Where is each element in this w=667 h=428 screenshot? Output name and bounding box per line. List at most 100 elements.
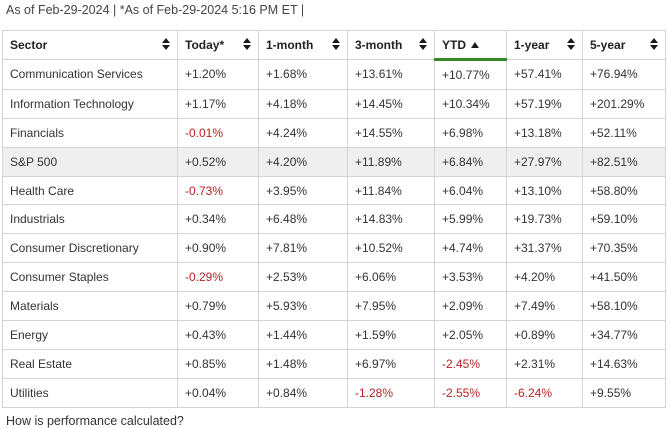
table-row: Industrials +0.34% +6.48% +14.83% +5.99% +19.… — [2, 204, 666, 235]
column-header-sector[interactable]: Sector — [2, 30, 178, 60]
cell-1-month: +1.48% — [258, 348, 348, 379]
column-header-label: YTD — [442, 37, 466, 52]
cell-ytd: +5.99% — [434, 204, 507, 235]
cell-5-year: +58.80% — [582, 175, 666, 206]
table-row: Utilities +0.04% +0.84% -1.28% -2.55% -6.24% +… — [2, 377, 666, 408]
cell-today: +1.17% — [177, 88, 259, 119]
cell-ytd: +10.34% — [434, 88, 507, 119]
sort-icon — [162, 38, 171, 51]
column-header-label: 1-month — [266, 38, 314, 52]
cell-1-year: +7.49% — [506, 291, 583, 322]
cell-1-year: +0.89% — [506, 320, 583, 350]
cell-5-year: +14.63% — [582, 348, 666, 379]
cell-ytd: +2.05% — [434, 320, 507, 350]
cell-ytd: +6.84% — [434, 146, 507, 177]
cell-5-year: +201.29% — [582, 88, 666, 119]
cell-1-year: +57.41% — [506, 59, 583, 90]
table-body: Communication Services +1.20% +1.68% +13.61… — [2, 59, 666, 408]
cell-3-month: +6.06% — [347, 262, 435, 293]
table-row: S&P 500 +0.52% +4.20% +11.89% +6.84% +27.97% +… — [2, 146, 666, 177]
table-row: Energy +0.43% +1.44% +1.59% +2.05% +0.89% +34.… — [2, 320, 666, 350]
cell-1-month: +4.24% — [258, 117, 348, 148]
cell-5-year: +70.35% — [582, 233, 666, 264]
cell-3-month: +11.89% — [347, 146, 435, 177]
cell-today: -0.29% — [177, 262, 259, 293]
sort-icon — [567, 38, 576, 51]
cell-ytd: +6.98% — [434, 117, 507, 148]
cell-sector: Energy — [2, 320, 178, 350]
cell-1-year: -6.24% — [506, 377, 583, 408]
cell-ytd: +6.04% — [434, 175, 507, 206]
cell-ytd: +4.74% — [434, 233, 507, 264]
cell-5-year: +82.51% — [582, 146, 666, 177]
cell-3-month: +13.61% — [347, 59, 435, 90]
cell-today: +0.90% — [177, 233, 259, 264]
cell-3-month: +1.59% — [347, 320, 435, 350]
cell-1-month: +1.44% — [258, 320, 348, 350]
cell-5-year: +59.10% — [582, 204, 666, 235]
cell-1-month: +2.53% — [258, 262, 348, 293]
cell-ytd: +2.09% — [434, 291, 507, 322]
as-of-timestamp: As of Feb-29-2024 | *As of Feb-29-2024 5… — [6, 3, 305, 17]
column-header-3-month[interactable]: 3-month — [347, 30, 435, 60]
cell-sector: Consumer Staples — [2, 262, 178, 293]
column-header-today[interactable]: Today* — [177, 30, 259, 60]
cell-1-month: +1.68% — [258, 59, 348, 90]
cell-sector: Financials — [2, 117, 178, 148]
cell-1-month: +4.20% — [258, 146, 348, 177]
cell-1-month: +3.95% — [258, 175, 348, 206]
sort-icon — [419, 38, 428, 51]
cell-1-year: +57.19% — [506, 88, 583, 119]
performance-calculation-link[interactable]: How is performance calculated? — [6, 414, 184, 428]
table-row: Information Technology +1.17% +4.18% +14.45… — [2, 88, 666, 119]
cell-1-year: +4.20% — [506, 262, 583, 293]
cell-sector: Materials — [2, 291, 178, 322]
table-row: Consumer Staples -0.29% +2.53% +6.06% +3.53%… — [2, 262, 666, 293]
cell-today: -0.73% — [177, 175, 259, 206]
cell-3-month: +11.84% — [347, 175, 435, 206]
cell-5-year: +9.55% — [582, 377, 666, 408]
cell-sector: Health Care — [2, 175, 178, 206]
cell-today: +0.04% — [177, 377, 259, 408]
cell-1-year: +13.18% — [506, 117, 583, 148]
sector-performance-table-container: Sector Today* 1-month 3-month YTD — [2, 30, 666, 408]
column-header-ytd[interactable]: YTD — [434, 30, 507, 61]
cell-ytd: -2.55% — [434, 377, 507, 408]
cell-1-month: +5.93% — [258, 291, 348, 322]
cell-1-year: +27.97% — [506, 146, 583, 177]
cell-ytd: +10.77% — [434, 59, 507, 90]
cell-today: +0.79% — [177, 291, 259, 322]
cell-1-year: +2.31% — [506, 348, 583, 379]
cell-ytd: -2.45% — [434, 348, 507, 379]
column-header-1-year[interactable]: 1-year — [506, 30, 583, 60]
column-header-label: 1-year — [514, 38, 550, 52]
sort-active-arrow-icon — [471, 41, 479, 48]
cell-today: -0.01% — [177, 117, 259, 148]
cell-5-year: +58.10% — [582, 291, 666, 322]
column-header-5-year[interactable]: 5-year — [582, 30, 666, 60]
table-row: Consumer Discretionary +0.90% +7.81% +10.52… — [2, 233, 666, 264]
cell-sector: Consumer Discretionary — [2, 233, 178, 264]
cell-1-year: +31.37% — [506, 233, 583, 264]
cell-sector: Information Technology — [2, 88, 178, 119]
cell-3-month: +14.55% — [347, 117, 435, 148]
cell-sector: S&P 500 — [2, 146, 178, 177]
column-header-1-month[interactable]: 1-month — [258, 30, 348, 60]
cell-5-year: +76.94% — [582, 59, 666, 90]
column-header-label: Sector — [10, 38, 48, 52]
table-row: Real Estate +0.85% +1.48% +6.97% -2.45% +2.31… — [2, 348, 666, 379]
cell-sector: Real Estate — [2, 348, 178, 379]
table-row: Financials -0.01% +4.24% +14.55% +6.98% +13.1… — [2, 117, 666, 148]
table-row: Communication Services +1.20% +1.68% +13.61… — [2, 59, 666, 90]
cell-sector: Industrials — [2, 204, 178, 235]
table-row: Health Care -0.73% +3.95% +11.84% +6.04% +13.… — [2, 175, 666, 206]
cell-ytd: +3.53% — [434, 262, 507, 293]
column-header-label: 5-year — [590, 38, 626, 52]
cell-sector: Communication Services — [2, 59, 178, 90]
cell-1-month: +0.84% — [258, 377, 348, 408]
cell-5-year: +41.50% — [582, 262, 666, 293]
cell-today: +0.34% — [177, 204, 259, 235]
sort-icon — [243, 38, 252, 51]
sort-icon — [332, 38, 341, 51]
sector-performance-table: Sector Today* 1-month 3-month YTD — [2, 30, 666, 408]
